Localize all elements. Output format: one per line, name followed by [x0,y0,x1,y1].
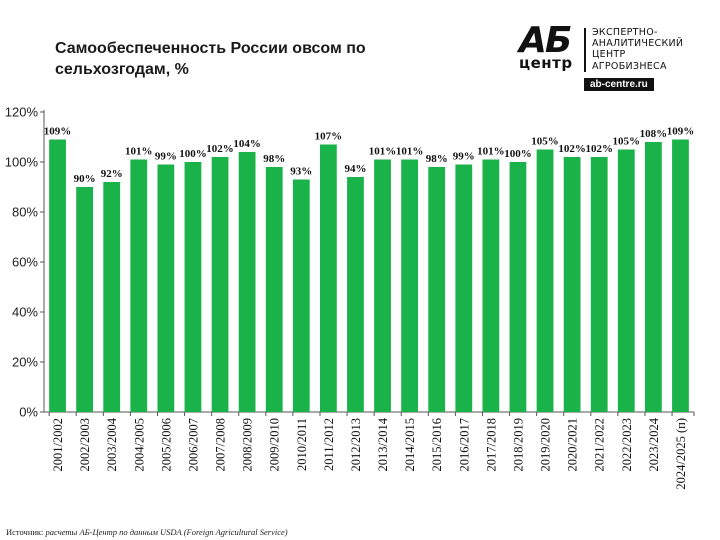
y-tick-label: 120% [5,105,39,120]
x-category-label: 2011/2012 [322,418,336,471]
y-tick-label: 40% [12,305,38,320]
ab-centre-logo: АБ центр ЭКСПЕРТНО- АНАЛИТИЧЕСКИЙ ЦЕНТР … [517,20,717,92]
bar [509,162,527,412]
logo-line: АНАЛИТИЧЕСКИЙ [592,38,684,50]
y-tick-label: 60% [12,255,38,270]
logo-divider [584,28,586,72]
bar [347,177,364,412]
bar [590,157,608,412]
bar-value-label: 101% [396,146,424,158]
bar [401,159,419,412]
bar-value-label: 90% [74,173,96,185]
bar [617,149,635,412]
bar [211,157,229,412]
x-category-label: 2002/2003 [78,418,92,471]
bar-value-label: 98% [263,153,285,165]
logo-line: ЦЕНТР [592,49,626,61]
chart-title: Самообеспеченность России овсом по сельх… [55,40,366,78]
bar [49,139,66,412]
x-category-label: 2004/2005 [132,418,146,471]
bar-value-label: 107% [315,131,343,143]
source-label: Источник: [6,527,44,537]
bar [130,159,148,412]
bar-value-label: 101% [125,146,153,158]
x-category-label: 2016/2017 [457,418,471,471]
bar-value-label: 100% [179,148,207,160]
bar [455,164,473,412]
logo-mark-letters: АБ [519,20,572,61]
bar [265,167,283,412]
x-category-label: 2015/2016 [430,418,444,471]
bar-value-label: 100% [504,148,532,160]
bar-value-label: 109% [44,126,72,138]
bar [184,162,202,412]
source-text: расчеты АБ-Центр по данным USDA (Foreign… [45,527,288,537]
bar [644,142,662,412]
x-category-label: 2009/2010 [268,418,282,471]
bar-value-label: 93% [290,166,312,178]
logo-mark-word: центр [519,54,573,72]
bar [374,159,391,412]
bar-value-label: 105% [613,136,641,148]
bar-value-label: 94% [344,163,366,175]
logo-line: АГРОБИЗНЕСА [592,60,667,72]
x-category-label: 2003/2004 [105,417,119,471]
x-category-label: 2006/2007 [186,418,200,471]
x-category-label: 2010/2011 [295,418,309,471]
logo-line: ЭКСПЕРТНО- [592,27,658,38]
bar-value-label: 104% [233,138,261,150]
x-category-label: 2018/2019 [511,418,525,471]
x-category-label: 2005/2006 [159,418,173,471]
y-tick-label: 100% [5,155,39,170]
x-category-label: 2008/2009 [241,418,255,471]
bar [482,159,500,412]
x-category-label: 2024/2025 (п) [674,418,688,490]
bar [157,164,175,412]
x-category-label: 2013/2014 [376,417,390,471]
bar-value-label: 98% [426,153,448,165]
bar [428,167,446,412]
bar-value-label: 101% [369,146,397,158]
bar [563,157,581,412]
y-tick-label: 0% [19,405,38,420]
bar [76,187,94,412]
bar-value-label: 102% [558,143,586,155]
bar-value-label: 99% [453,151,475,163]
bar-value-label: 102% [206,143,234,155]
source-note: Источник: расчеты АБ-Центр по данным USD… [6,527,288,537]
logo-caption: ЭКСПЕРТНО- АНАЛИТИЧЕСКИЙ ЦЕНТР АГРОБИЗНЕ… [592,27,717,72]
bar [672,139,689,412]
x-category-label: 2022/2023 [620,418,634,471]
x-category-label: 2017/2018 [484,418,498,471]
x-category-label: 2007/2008 [214,418,228,471]
y-tick-label: 80% [12,205,38,220]
x-category-label: 2001/2002 [51,418,65,471]
y-tick-label: 20% [12,355,38,370]
bar-value-label: 92% [101,168,123,180]
x-category-label: 2021/2022 [593,418,607,471]
logo-site-url: ab-centre.ru [584,78,654,91]
bar [292,179,310,412]
bar-value-label: 108% [640,128,668,140]
x-category-label: 2020/2021 [566,418,580,471]
x-category-label: 2023/2024 [647,417,661,471]
x-category-label: 2012/2013 [349,418,363,471]
bar [238,152,256,412]
bar [536,149,554,412]
bar [319,144,337,412]
bar-value-label: 101% [477,146,505,158]
bar-value-label: 105% [531,136,559,148]
bar-value-label: 99% [155,151,177,163]
bar [103,182,121,412]
x-category-label: 2019/2020 [539,418,553,471]
x-category-label: 2014/2015 [403,418,417,471]
bar-value-label: 109% [667,126,695,138]
bar-value-label: 102% [585,143,613,155]
